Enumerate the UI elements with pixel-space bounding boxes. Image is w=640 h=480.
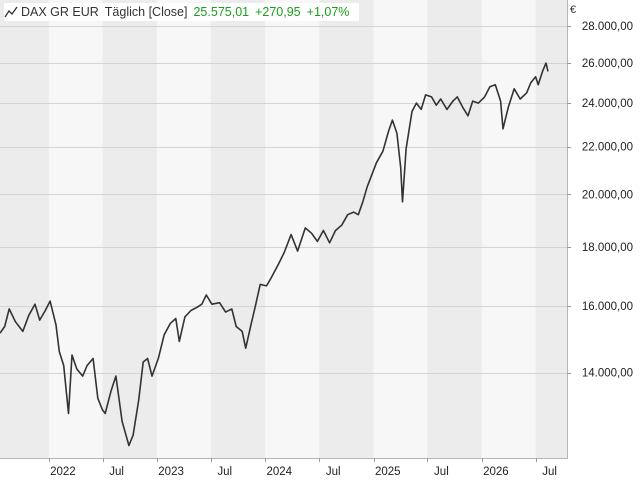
x-tick-label: Jul [326, 466, 341, 478]
x-tick-label: 2025 [375, 466, 401, 478]
y-tick-label: 16.000,00 [582, 301, 633, 313]
x-tick-label: 2023 [158, 466, 184, 478]
legend-last-price: 25.575,01 [193, 5, 250, 19]
y-tick-label: 28.000,00 [582, 21, 633, 33]
y-tick-label: 18.000,00 [582, 242, 633, 254]
legend-change-abs: +270,95 [255, 5, 301, 19]
x-axis: 2022 Jul 2023 Jul 2024 Jul 2025 Jul 2026 Jul [49, 458, 557, 478]
chart-legend: DAX GR EUR Täglich [Close] 25.575,01 +27… [4, 3, 360, 21]
y-axis: 14.000,00 16.000,00 18.000,00 20.000,00 22.0… [567, 21, 633, 380]
background-band [535, 0, 567, 458]
y-tick-label: 20.000,00 [582, 189, 633, 201]
x-tick-label: Jul [217, 466, 232, 478]
line-chart-icon [4, 6, 18, 18]
x-tick-label: 2026 [483, 466, 509, 478]
background-band [481, 0, 536, 458]
series-line [0, 62, 549, 447]
x-tick-label: Jul [434, 466, 449, 478]
y-tick-label: 22.000,00 [582, 142, 633, 154]
y-tick-label: 24.000,00 [582, 98, 633, 110]
legend-instrument: DAX GR EUR [21, 5, 99, 19]
y-tick-label: 26.000,00 [582, 58, 633, 70]
background-band [319, 0, 374, 458]
x-tick-label: Jul [109, 466, 124, 478]
y-axis-unit: € [570, 4, 577, 16]
x-tick-label: 2024 [266, 466, 292, 478]
background-band [102, 0, 158, 458]
background-band [48, 0, 103, 458]
legend-interval: Täglich [Close] [104, 5, 188, 19]
y-tick-label: 14.000,00 [582, 368, 633, 380]
legend-change-pct: +1,07% [306, 5, 350, 19]
background-bands [0, 0, 567, 458]
background-band [210, 0, 266, 458]
background-band [373, 0, 428, 458]
background-band [427, 0, 482, 458]
background-band [265, 0, 320, 458]
x-tick-label: 2022 [50, 466, 76, 478]
plot-area [0, 62, 549, 447]
background-band [0, 0, 49, 458]
background-band [157, 0, 211, 458]
x-tick-label: Jul [542, 466, 557, 478]
